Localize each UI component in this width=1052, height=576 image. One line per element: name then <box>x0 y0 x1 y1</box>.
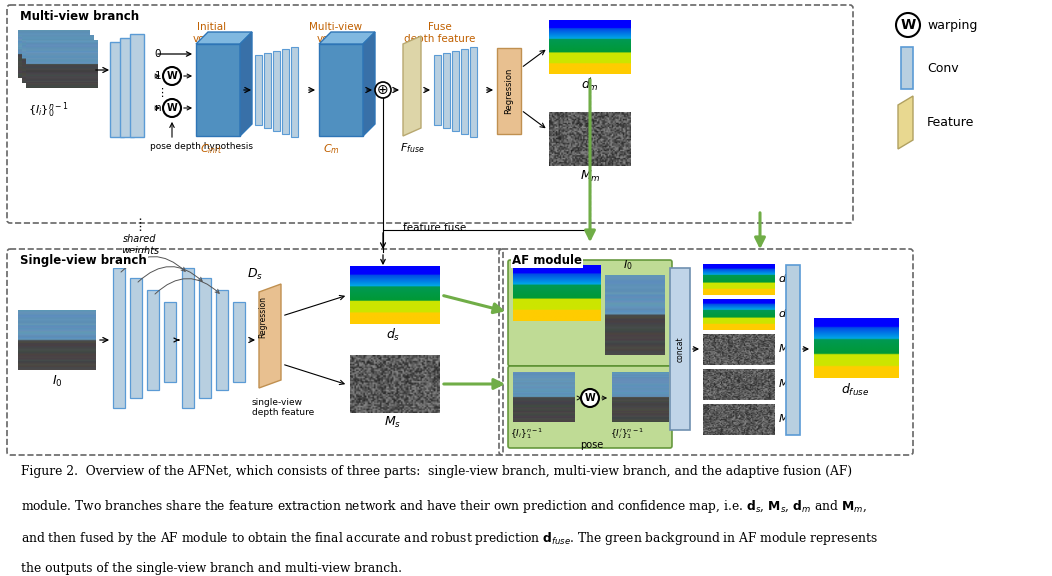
Text: $d_m$: $d_m$ <box>581 77 599 93</box>
Polygon shape <box>403 36 421 136</box>
Bar <box>255 55 262 125</box>
Text: Figure 2.  Overview of the AFNet, which consists of three parts:  single-view br: Figure 2. Overview of the AFNet, which c… <box>21 465 852 478</box>
Text: warping: warping <box>927 18 977 32</box>
Text: W: W <box>166 71 178 81</box>
Text: n: n <box>155 103 161 113</box>
Bar <box>196 44 240 136</box>
Bar <box>470 47 477 137</box>
Circle shape <box>375 82 391 98</box>
Text: single-view
depth feature: single-view depth feature <box>252 398 315 418</box>
Bar <box>199 278 211 398</box>
Text: concat: concat <box>675 336 685 362</box>
Bar <box>274 51 280 131</box>
Bar <box>497 48 521 134</box>
Bar <box>264 53 271 128</box>
Text: $\{I_i\}_0^{n-1}$: $\{I_i\}_0^{n-1}$ <box>28 100 68 120</box>
Bar <box>216 290 228 390</box>
FancyBboxPatch shape <box>508 366 672 448</box>
Bar <box>282 49 289 134</box>
Bar <box>130 34 144 137</box>
Text: $M_s$: $M_s$ <box>384 415 402 430</box>
Bar <box>786 265 800 435</box>
Text: Multi-view branch: Multi-view branch <box>20 10 139 23</box>
Bar <box>291 47 298 137</box>
Text: Regression: Regression <box>258 296 267 338</box>
Text: ⋮: ⋮ <box>157 88 167 98</box>
Polygon shape <box>363 32 375 136</box>
Text: Conv: Conv <box>927 62 958 74</box>
Text: Initial
volume: Initial volume <box>193 22 231 44</box>
Text: $M_m$: $M_m$ <box>580 169 601 184</box>
Text: ⊕: ⊕ <box>378 83 389 97</box>
Bar <box>901 47 913 89</box>
Text: $D_s$: $D_s$ <box>247 267 263 282</box>
Text: $\{I_i\}_1^{n-1}$: $\{I_i\}_1^{n-1}$ <box>510 426 544 441</box>
Text: $C_m$: $C_m$ <box>323 142 340 156</box>
Text: $I_0$: $I_0$ <box>52 374 62 389</box>
Text: $M_m$: $M_m$ <box>778 377 796 391</box>
Polygon shape <box>319 32 375 44</box>
Bar <box>452 51 459 131</box>
Text: shared
weights: shared weights <box>121 234 159 256</box>
Bar <box>443 53 450 128</box>
Text: Single-view branch: Single-view branch <box>20 254 146 267</box>
Text: $d_s$: $d_s$ <box>778 307 791 321</box>
Bar <box>130 278 142 398</box>
Text: $d_s$: $d_s$ <box>386 327 400 343</box>
Circle shape <box>163 99 181 117</box>
Text: Regression: Regression <box>505 68 513 114</box>
Text: AF module: AF module <box>512 254 582 267</box>
Bar <box>147 290 159 390</box>
Text: pose: pose <box>581 440 604 450</box>
Text: Fuse
depth feature: Fuse depth feature <box>404 22 476 44</box>
Text: W: W <box>585 393 595 403</box>
Text: 0: 0 <box>155 49 161 59</box>
Text: $d_m$: $d_m$ <box>778 272 794 286</box>
Text: Multi-view
volume: Multi-view volume <box>309 22 363 44</box>
Bar <box>461 49 468 134</box>
Polygon shape <box>898 96 913 149</box>
Text: $d_{fuse}$: $d_{fuse}$ <box>841 382 869 398</box>
Text: $F_{fuse}$: $F_{fuse}$ <box>400 141 425 155</box>
Text: feature fuse: feature fuse <box>403 223 467 233</box>
Text: $C_{init}$: $C_{init}$ <box>200 142 222 156</box>
Text: Feature: Feature <box>927 116 974 128</box>
Text: 1: 1 <box>155 71 161 81</box>
Polygon shape <box>196 32 252 44</box>
Text: pose depth hypothesis: pose depth hypothesis <box>150 142 252 151</box>
Text: W: W <box>901 18 915 32</box>
Circle shape <box>896 13 920 37</box>
Text: $M_s$: $M_s$ <box>778 412 793 426</box>
Bar <box>110 42 124 137</box>
Text: $d_m$: $d_m$ <box>513 258 529 272</box>
Text: $M_w$: $M_w$ <box>778 342 796 356</box>
Text: $\{I_i'\}_1^{n-1}$: $\{I_i'\}_1^{n-1}$ <box>610 426 644 441</box>
Text: module. Two branches share the feature extraction network and have their own pre: module. Two branches share the feature e… <box>21 498 867 515</box>
Circle shape <box>581 389 599 407</box>
Bar <box>670 268 690 430</box>
Polygon shape <box>240 32 252 136</box>
Bar <box>434 55 441 125</box>
Bar <box>164 302 176 382</box>
Bar <box>120 38 134 137</box>
Text: and then fused by the AF module to obtain the final accurate and robust predicti: and then fused by the AF module to obtai… <box>21 530 877 547</box>
Polygon shape <box>259 284 281 388</box>
FancyBboxPatch shape <box>508 260 672 366</box>
Text: the outputs of the single-view branch and multi-view branch.: the outputs of the single-view branch an… <box>21 562 402 574</box>
Text: $I_0$: $I_0$ <box>623 258 633 272</box>
Text: W: W <box>166 103 178 113</box>
Bar <box>232 302 245 382</box>
Bar <box>182 268 194 408</box>
Bar <box>113 268 125 408</box>
Bar <box>319 44 363 136</box>
Circle shape <box>163 67 181 85</box>
